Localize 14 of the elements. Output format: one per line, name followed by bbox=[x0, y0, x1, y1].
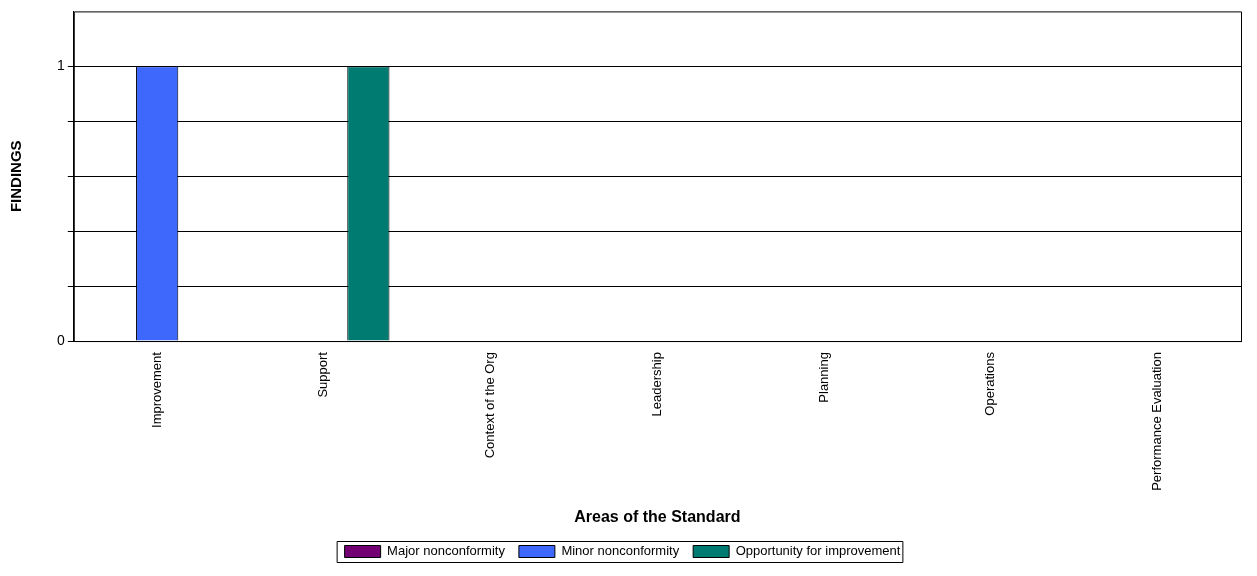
x-tick-label: Planning bbox=[815, 352, 831, 403]
x-tick-label: Operations bbox=[982, 351, 998, 416]
y-axis-title: FINDINGS bbox=[7, 140, 25, 213]
x-tick-label: Leadership bbox=[648, 352, 664, 417]
x-axis-title: Areas of the Standard bbox=[574, 507, 741, 525]
x-tick-label: Support bbox=[315, 351, 331, 398]
y-tick-label: 1 bbox=[56, 57, 65, 74]
y-tick-label: 0 bbox=[56, 331, 65, 348]
legend-label: Minor nonconformity bbox=[561, 543, 680, 559]
x-tick-label: Context of the Org bbox=[482, 352, 498, 459]
x-tick-label: Performance Evaluation bbox=[1149, 352, 1165, 491]
legend-label: Opportunity for improvement bbox=[735, 543, 901, 559]
x-tick-label: Improvement bbox=[148, 351, 164, 428]
legend-label: Major nonconformity bbox=[387, 543, 506, 559]
